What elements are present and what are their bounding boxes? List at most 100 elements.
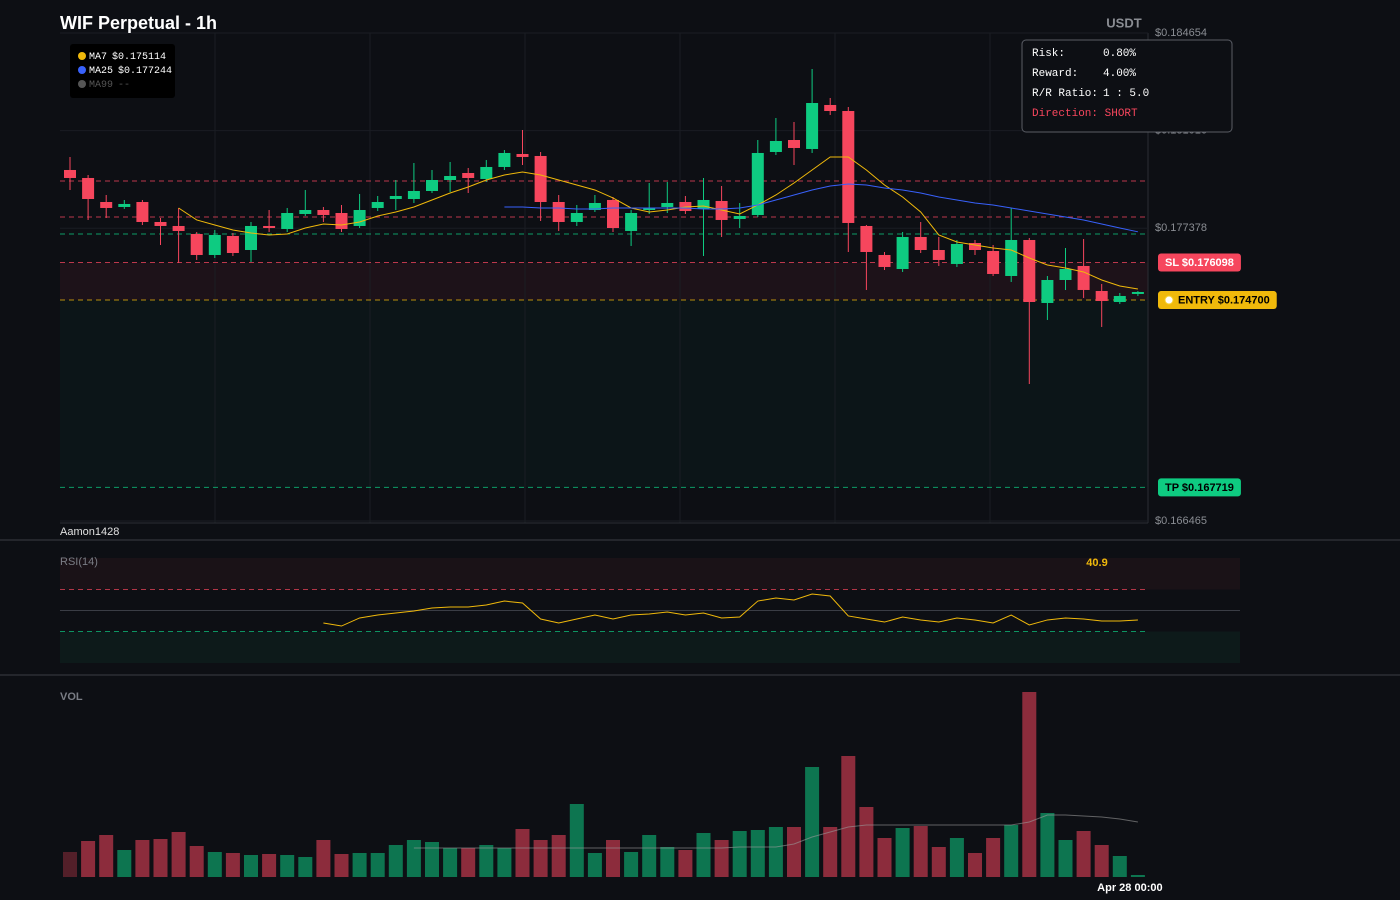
panel-title: VOL (60, 691, 83, 703)
legend-entry: MA25 $0.177244 (89, 65, 172, 77)
candle-body (914, 236, 927, 250)
legend-swatch (78, 80, 86, 88)
candle-body (136, 201, 149, 222)
legend-value: -- (118, 80, 130, 91)
price-zone (60, 262, 1148, 301)
level-label: TP $0.167719 (1165, 482, 1234, 494)
chart-title: WIF Perpetual - 1h (60, 13, 217, 33)
ma-line (178, 156, 1138, 290)
zones (60, 262, 1240, 663)
candle-body (353, 209, 366, 226)
candle-body (661, 202, 674, 207)
level-label: SL $0.176098 (1165, 257, 1234, 269)
volume-bar (298, 857, 313, 877)
info-value: 1 : 5.0 (1103, 88, 1149, 100)
candle-body (1077, 265, 1090, 290)
marks (60, 69, 1148, 877)
candle-body (480, 166, 493, 179)
candle-body (788, 139, 800, 148)
candle-body (806, 102, 819, 149)
volume-bar (81, 841, 96, 877)
volume-bar (949, 838, 964, 877)
legend-value: $0.175114 (112, 51, 166, 63)
volume-bar (587, 853, 602, 877)
legend-entry: MA99 -- (89, 80, 130, 91)
legend-name: MA25 (89, 66, 113, 77)
x-tick-label: Apr 28 00:00 (1097, 882, 1162, 894)
level-badge-bg (1158, 478, 1241, 497)
volume-bar (696, 833, 711, 877)
legend-box (70, 44, 175, 98)
candle-body (1095, 290, 1108, 301)
candle-body (534, 155, 547, 202)
info-label: Risk: (1032, 48, 1065, 60)
grid (0, 32, 1400, 676)
candle-body (969, 242, 981, 250)
candle-body (769, 140, 782, 152)
legend-swatch (78, 52, 86, 60)
volume-bar (334, 854, 349, 877)
candle-body (100, 201, 113, 208)
candle-body (226, 235, 239, 254)
volume-bar (153, 839, 168, 877)
volume-bar (660, 847, 675, 877)
candle-body (552, 201, 565, 222)
volume-bar (352, 853, 367, 877)
legend-value: $0.177244 (118, 65, 172, 77)
volume-bar (1022, 692, 1037, 877)
candle-body (751, 152, 764, 215)
candle-body (335, 212, 348, 229)
volume-bar (280, 855, 295, 877)
candle-body (625, 212, 638, 231)
candle-body (516, 154, 529, 157)
volume-bar (768, 827, 783, 877)
rsi-value-label: 40.9 (1086, 557, 1107, 569)
volume-bar (425, 842, 439, 877)
candle-body (299, 209, 312, 214)
volume-bar (841, 756, 856, 877)
direction: Direction: SHORT (1032, 108, 1138, 120)
volume-bar (171, 832, 186, 877)
info-value: 4.00% (1103, 68, 1136, 80)
candle-body (172, 225, 185, 231)
volume-bar (1112, 856, 1127, 877)
candle-body (389, 195, 402, 199)
volume-bar (931, 847, 946, 877)
volume-bar (117, 850, 132, 877)
volume-bar (1076, 831, 1091, 877)
volume-bar (316, 840, 331, 877)
overlays: Risk: 0.80% Reward: 4.00% R/R Ratio: 1 :… (70, 39, 1277, 497)
candle-body (1131, 291, 1144, 294)
info-box-frame (1021, 39, 1233, 133)
candle-body (1041, 279, 1054, 303)
candle-body (317, 209, 330, 215)
volume-bar (787, 827, 801, 877)
candle-body (118, 203, 131, 207)
volume-bar (244, 855, 258, 877)
labels: WIF Perpetual - 1h USDT Aamon1428 $0.184… (60, 13, 1207, 894)
candle-body (281, 212, 294, 229)
volume-bar (262, 854, 277, 877)
volume-bar (388, 845, 403, 877)
volume-bar (479, 845, 494, 877)
volume-bar (63, 852, 77, 877)
volume-bar (406, 840, 421, 877)
volume-bar (968, 853, 982, 877)
candle-body (896, 236, 909, 269)
legend-name: MA7 (89, 52, 107, 63)
level-badge: ENTRY $0.174700 (1158, 291, 1277, 310)
candle-body (878, 254, 891, 267)
level-badge: TP $0.167719 (1158, 478, 1241, 497)
level-badge-bg (1158, 253, 1241, 272)
volume-bar (533, 840, 548, 877)
candle-body (987, 250, 1000, 274)
candle-body (570, 212, 583, 222)
candle-body (588, 202, 601, 210)
info-label: R/R Ratio: (1032, 88, 1098, 100)
candle-body (208, 234, 221, 255)
candle-body (245, 225, 257, 250)
volume-ma-line (413, 814, 1138, 849)
volume-bar (805, 767, 820, 877)
volume-bar (986, 838, 1001, 877)
